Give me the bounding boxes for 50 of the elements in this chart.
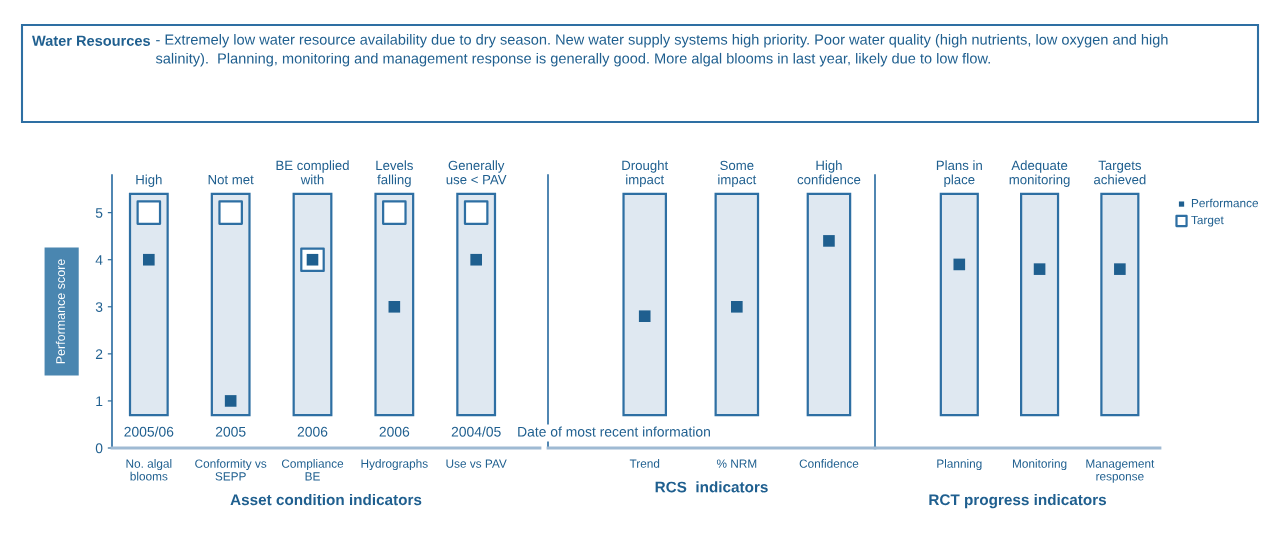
annotation: Date of most recent information: [518, 426, 710, 437]
x-tick-label: Confidence: [799, 459, 859, 468]
point: [388, 300, 401, 313]
annotation: 2005: [215, 426, 246, 437]
x-tick-label: Planning: [937, 459, 982, 471]
x-tick-label: Compliance BE: [281, 459, 344, 481]
legend-label: Performance: [1191, 198, 1259, 208]
x-tick-label: Conformity vs SEPP: [195, 459, 267, 481]
legend-label: Target: [1191, 215, 1224, 227]
data-label: BE complied with: [276, 160, 349, 185]
data-label: Targets achieved: [1094, 160, 1146, 185]
point: [136, 200, 162, 225]
data-label: Adequate monitoring: [1009, 160, 1070, 187]
data-label: Levels falling: [376, 160, 413, 187]
y-tick-label: 0: [95, 443, 103, 454]
y-tick-label: 5: [95, 208, 103, 218]
y-tick-label: 4: [95, 255, 103, 265]
annotation: 2005/06: [124, 426, 174, 437]
point: [470, 253, 482, 266]
x-tick-label: Trend: [629, 459, 660, 468]
data-label: Plans in place: [936, 160, 982, 187]
point: [143, 253, 155, 266]
annotation: 2006: [379, 426, 410, 437]
x-tick-label: No. algal blooms: [126, 459, 172, 481]
data-label: Some impact: [718, 160, 757, 187]
x-axis-title: RCT progress indicators: [929, 493, 1107, 509]
y-axis-title: Performance score: [55, 259, 65, 364]
data-label: High confidence: [797, 160, 861, 185]
annotation: 2004/05: [451, 426, 501, 437]
data-label: High: [136, 174, 162, 187]
x-tick-label: Use vs PAV: [446, 459, 507, 468]
x-axis-title: RCS indicators: [655, 481, 768, 493]
y-tick-label: 3: [95, 302, 103, 312]
x-tick-label: Management response: [1086, 459, 1155, 483]
data-label: Generally use < PAV: [446, 160, 507, 185]
chart-title: Water Resources: [32, 35, 150, 46]
annotation: 2006: [297, 426, 328, 437]
data-label: Not met: [208, 175, 254, 185]
point: [382, 200, 407, 225]
x-axis-title: Asset condition indicators: [230, 493, 422, 506]
text: - Extremely low water resource availability due to dry season. New water supply systems high priority. Poor water quality (high nutrients, low oxygen and high salinity). Planning, monitoring and management response is generally good. More algal blooms in last year, likely due to low flow.: [155, 34, 1168, 67]
data-label: Drought impact: [622, 160, 669, 187]
x-tick-label: Hydrographs: [361, 459, 428, 471]
x-tick-label: % NRM: [716, 459, 757, 468]
y-tick-label: 1: [96, 396, 103, 406]
y-tick-label: 2: [95, 349, 103, 359]
x-tick-label: Monitoring: [1012, 459, 1067, 471]
point: [463, 200, 489, 225]
point: [224, 395, 237, 407]
point: [218, 200, 243, 225]
